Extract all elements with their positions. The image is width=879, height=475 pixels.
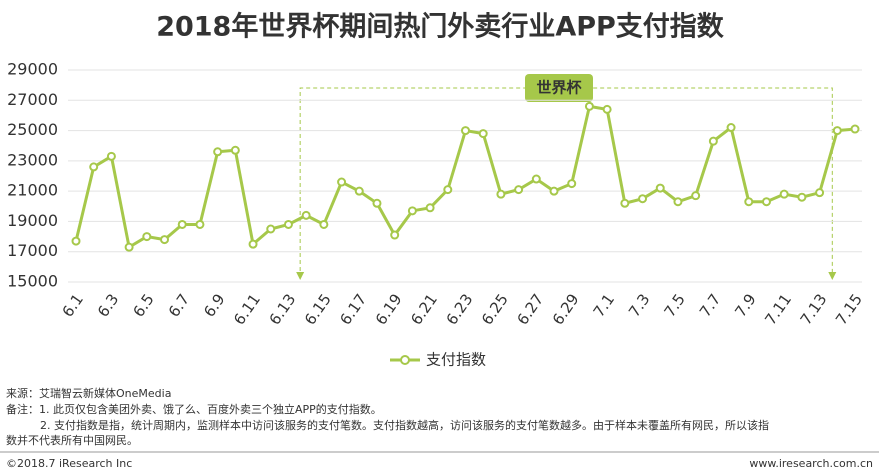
annotation-label: 世界杯 [536,79,582,97]
annotation-arrow [828,272,837,280]
point [407,206,417,216]
x-tick-label: 6.17 [336,291,370,329]
legend-label: 支付指数 [426,351,486,369]
note: 数并不代表所有中国网民。 [6,433,138,447]
point [71,236,81,246]
site: www.iresearch.com.cn [749,457,873,470]
point [744,197,754,207]
point [443,185,453,195]
point [779,189,789,199]
x-tick-label: 7.9 [731,291,759,321]
x-tick-label: 6.13 [266,291,300,329]
x-tick-label: 6.29 [549,291,583,329]
point [461,126,470,136]
y-tick-label: 27000 [7,90,58,109]
point [496,189,506,199]
y-tick-label: 15000 [7,272,58,291]
annotation-box: 世界杯 [296,74,837,280]
point [815,188,825,198]
y-tick-label: 25000 [7,120,58,139]
x-tick-label: 6.19 [372,291,406,329]
point [425,203,435,213]
chart-title: 2018年世界杯期间热门外卖行业APP支付指数 [156,11,725,43]
point [195,219,205,229]
x-tick-label: 6.3 [94,291,122,321]
x-tick-label: 6.11 [230,291,264,329]
point [354,186,364,196]
point [160,235,170,245]
annotation-badge [525,74,593,102]
x-tick-label: 6.1 [59,291,87,321]
y-tick-label: 19000 [7,211,58,230]
point [142,232,152,242]
point [177,219,187,229]
point [567,179,577,189]
x-tick-label: 7.13 [797,291,831,329]
y-tick-label: 21000 [7,181,58,200]
point [319,219,329,229]
point [531,174,541,184]
legend-marker [400,355,410,365]
x-tick-label: 7.5 [660,291,688,321]
point [655,183,665,193]
x-tick-label: 7.1 [590,291,618,321]
x-tick-label: 6.5 [129,291,157,321]
point [850,124,860,134]
point [549,186,559,196]
point [337,177,347,187]
x-tick-label: 6.23 [443,291,477,329]
x-tick-label: 7.7 [696,291,724,321]
x-tick-label: 7.11 [761,291,795,329]
point [283,219,293,229]
x-tick-label: 6.15 [301,291,335,329]
y-tick-label: 17000 [7,241,58,260]
note: 备注：1. 此页仅包含美团外卖、饿了么、百度外卖三个独立APP的支付指数。 [6,402,382,416]
x-tick-label: 6.9 [200,291,228,321]
x-tick-label: 7.3 [625,291,653,321]
point [89,162,99,172]
point [514,185,524,195]
x-tick-label: 6.21 [407,291,441,329]
x-tick-label: 6.27 [513,291,547,329]
point [230,145,240,155]
point [478,129,488,139]
point [761,197,771,207]
x-tick-label: 6.7 [165,291,193,321]
point [726,123,736,133]
point [673,197,683,207]
source: 来源：艾瑞智云新媒体OneMedia [6,386,171,400]
point [372,198,382,208]
point [124,242,134,252]
y-tick-label: 23000 [7,150,58,169]
point [106,151,116,161]
point [390,230,400,240]
x-tick-label: 7.15 [832,291,866,329]
annotation-frame [299,87,833,278]
point [584,101,594,111]
point [797,192,807,202]
point [691,191,701,201]
note: 2. 支付指数是指，统计周期内，监测样本中访问该服务的支付笔数。支付指数越高，访… [40,418,769,432]
point [620,198,630,208]
point [248,239,258,249]
point [638,194,648,204]
point [301,210,311,220]
point [213,147,223,157]
point [708,136,718,146]
point [602,104,612,114]
point [832,126,842,136]
x-tick-label: 6.25 [478,291,512,329]
y-tick-label: 29000 [7,60,58,79]
annotation-arrow [296,272,305,280]
point [266,224,276,234]
copyright: ©2018.7 iResearch Inc [6,457,132,470]
